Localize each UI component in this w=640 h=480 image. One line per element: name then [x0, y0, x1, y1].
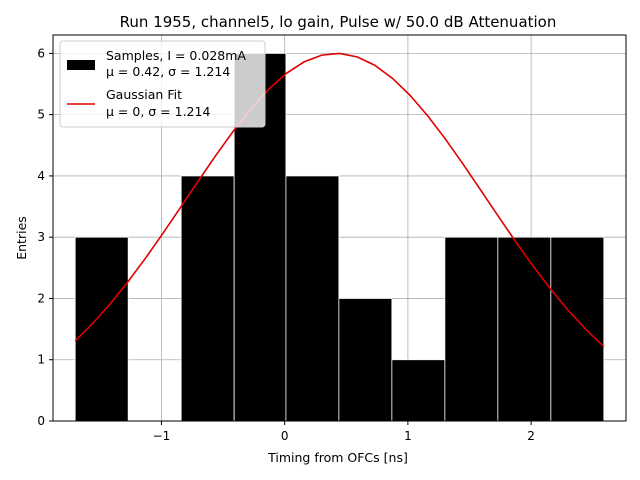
- y-axis-ticks: 0 1 2 3 4 5 6: [37, 46, 53, 428]
- legend: Samples, I = 0.028mA μ = 0.42, σ = 1.214…: [59, 40, 266, 128]
- legend-samples-label: Samples, I = 0.028mA: [106, 48, 246, 63]
- histogram-bar: [180, 175, 235, 422]
- x-axis-ticks: −1 0 1 2: [153, 421, 535, 443]
- x-axis-label: Timing from OFCs [ns]: [267, 450, 408, 465]
- y-axis-label: Entries: [14, 216, 29, 260]
- y-tick-label: 3: [37, 230, 45, 244]
- gaussian-fit-line: [74, 52, 605, 348]
- y-tick-label: 6: [37, 46, 45, 60]
- legend-samples-stats: μ = 0.42, σ = 1.214: [106, 64, 230, 79]
- x-tick-label: −1: [153, 429, 171, 443]
- chart-title: Run 1955, channel5, lo gain, Pulse w/ 50…: [120, 13, 557, 31]
- y-tick-label: 1: [37, 353, 45, 367]
- y-tick-label: 4: [37, 169, 45, 183]
- y-tick-label: 2: [37, 291, 45, 305]
- x-tick-label: 1: [404, 429, 412, 443]
- histogram-bar: [550, 236, 605, 422]
- legend-samples-swatch: [67, 60, 95, 70]
- legend-box: [59, 40, 266, 128]
- histogram-bar: [285, 175, 340, 422]
- y-tick-label: 5: [37, 108, 45, 122]
- plot-frame: [52, 34, 627, 422]
- legend-fit-stats: μ = 0, σ = 1.214: [106, 104, 210, 119]
- histogram-bar: [444, 236, 499, 422]
- x-tick-label: 2: [527, 429, 535, 443]
- histogram-bar: [74, 236, 129, 422]
- x-tick-label: 0: [281, 429, 289, 443]
- histogram-bar: [391, 359, 446, 422]
- histogram-bar: [338, 298, 393, 422]
- histogram-bars: [74, 52, 605, 422]
- legend-fit-label: Gaussian Fit: [106, 87, 182, 102]
- y-tick-label: 0: [37, 414, 45, 428]
- histogram-bar: [497, 236, 552, 422]
